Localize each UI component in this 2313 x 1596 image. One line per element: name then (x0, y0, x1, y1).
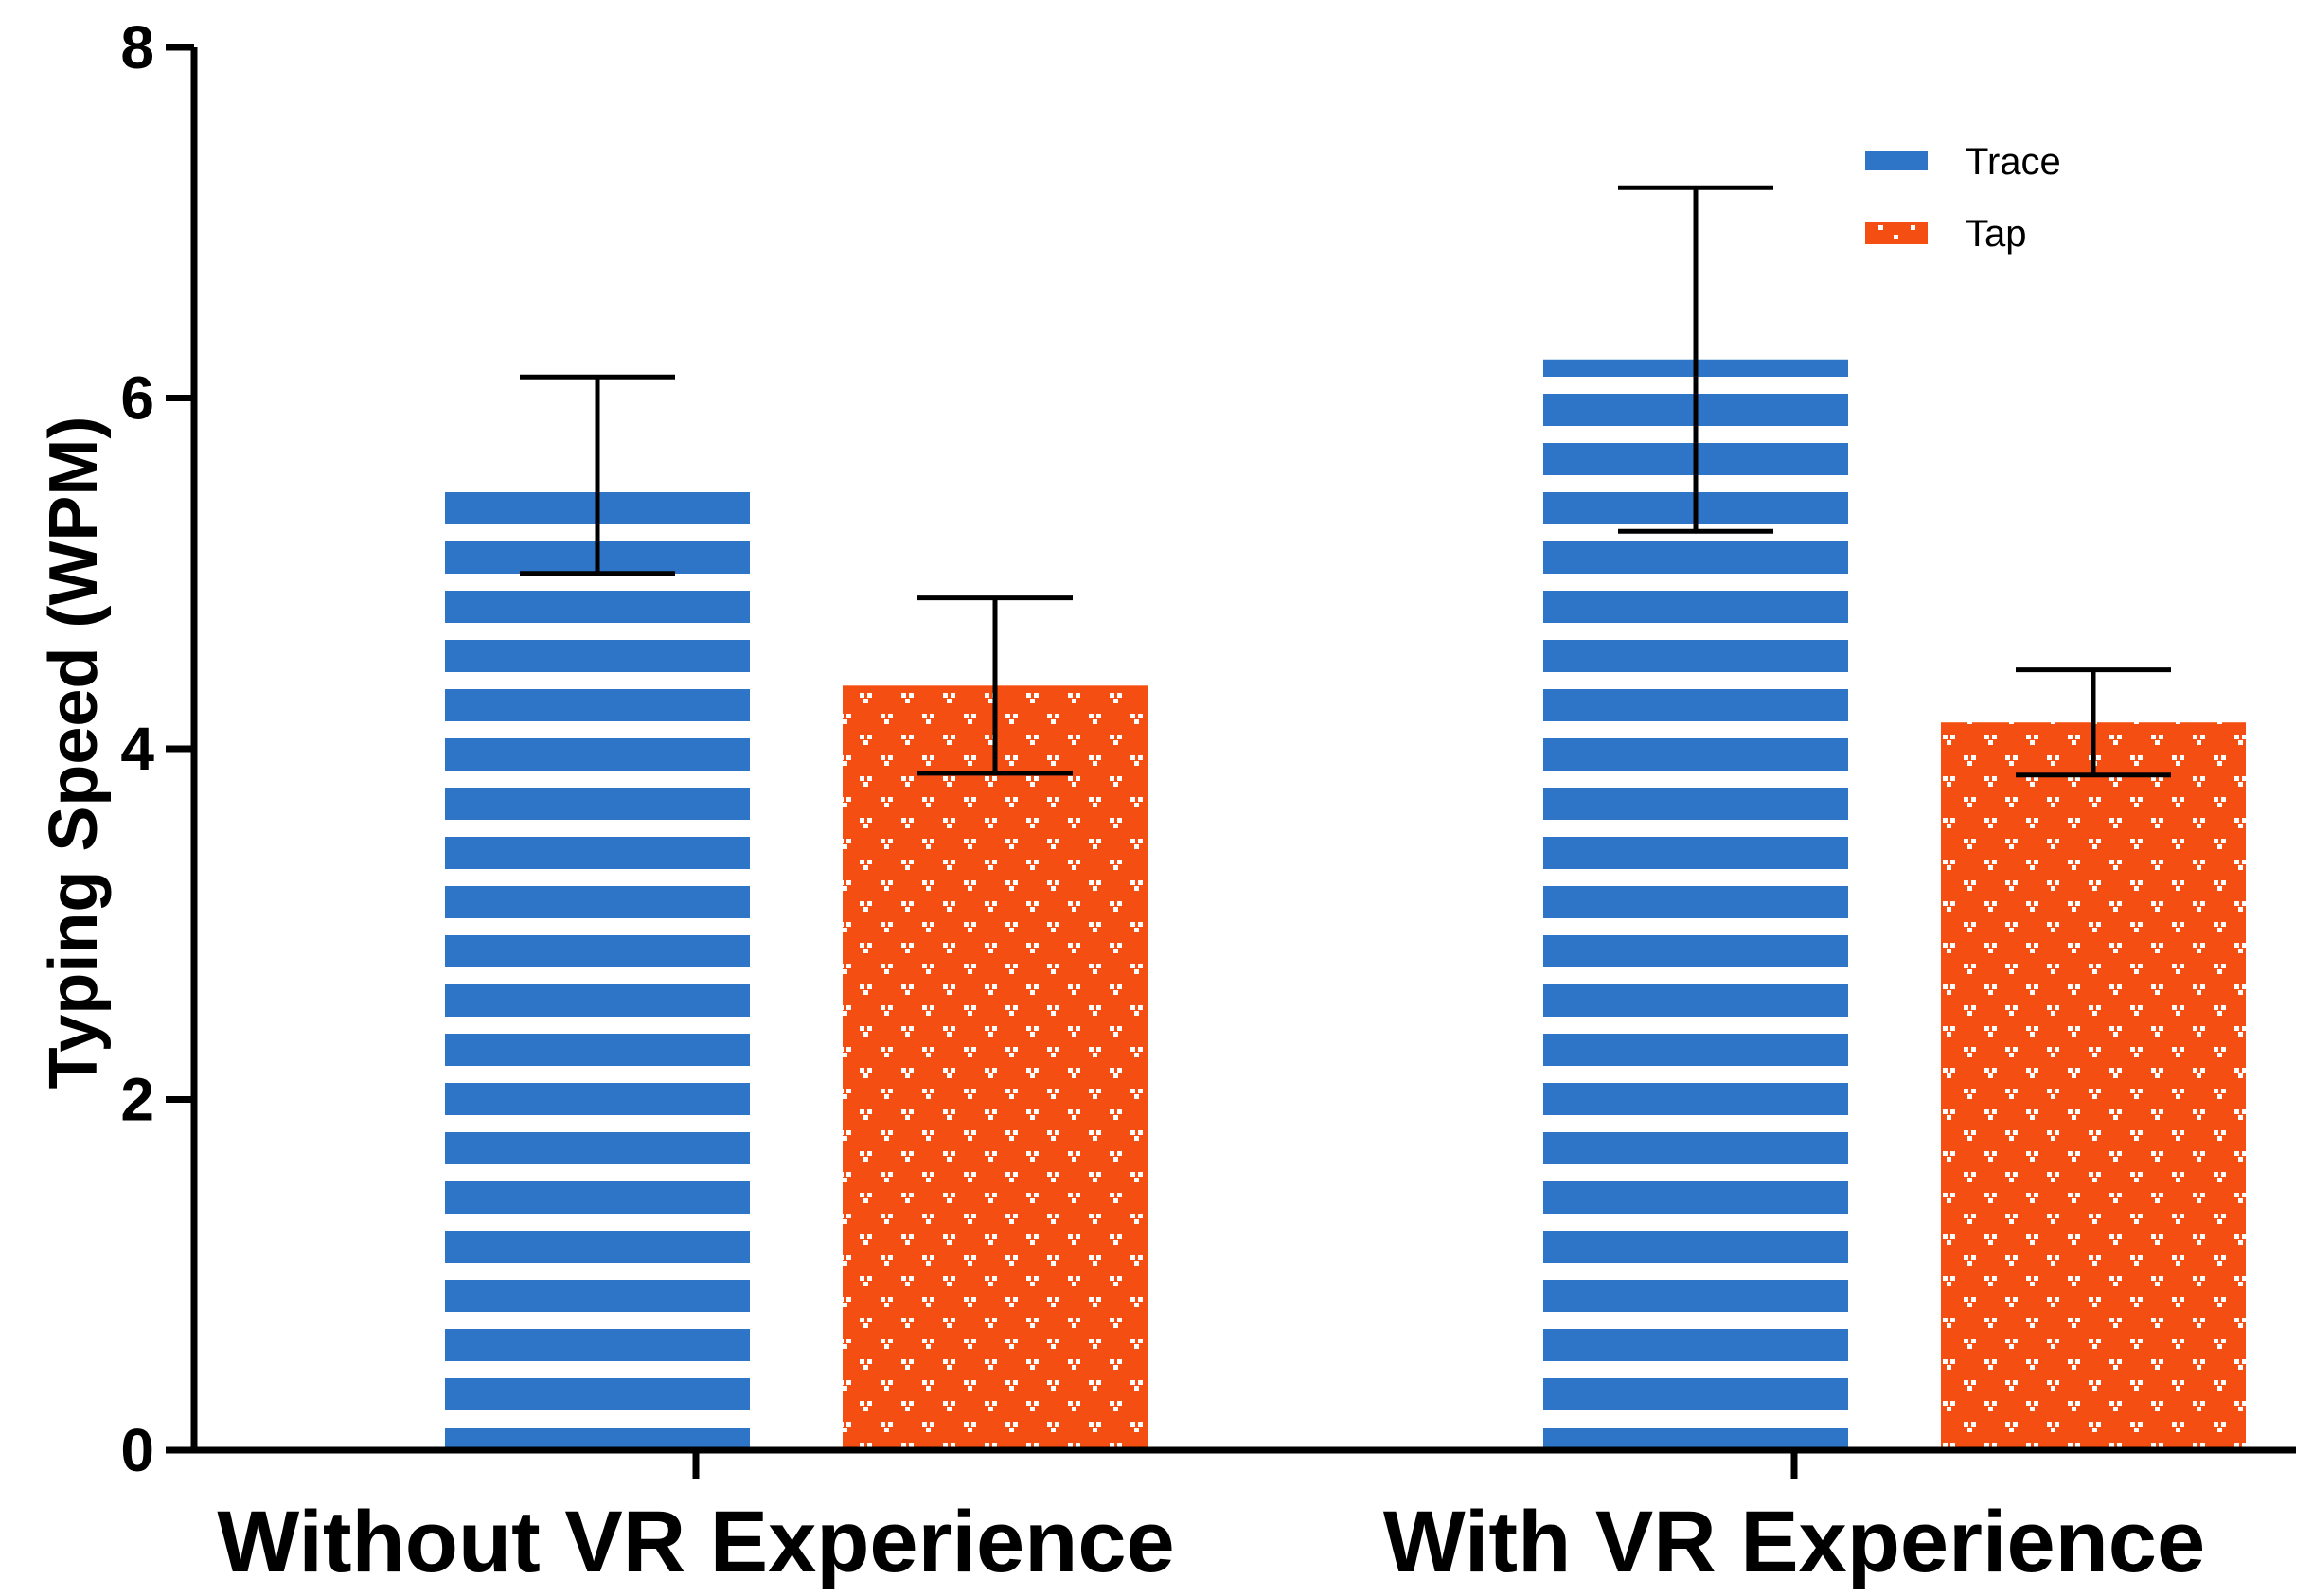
legend-swatch-tap (1865, 222, 1928, 244)
y-tick-label: 4 (120, 715, 154, 783)
legend: Trace Tap (1865, 141, 2061, 255)
y-axis-title: Typing Speed (WPM) (36, 417, 112, 1090)
error-bar-trace-with-vr (1618, 185, 1773, 534)
y-tick-label: 6 (120, 364, 154, 433)
x-category-label: Without VR Experience (217, 1494, 1174, 1590)
bar-trace-with-vr (1543, 359, 1848, 1450)
bar-trace-without-vr (445, 475, 750, 1450)
x-category-label: With VR Experience (1383, 1494, 2205, 1590)
legend-swatch-trace (1865, 151, 1928, 170)
bar-tap-with-vr (1941, 722, 2246, 1450)
bars-layer (445, 359, 2246, 1450)
y-tick-label: 8 (120, 13, 154, 81)
error-bars-layer (520, 185, 2171, 778)
legend-item-trace: Trace (1865, 141, 2061, 183)
legend-label-tap: Tap (1966, 213, 2027, 255)
error-bar-tap-without-vr (917, 595, 1073, 776)
y-tick-label: 0 (120, 1416, 154, 1484)
y-tick-label: 2 (120, 1066, 154, 1134)
axes-layer: 0 2 4 6 8 Without VR Experience With VR Experi… (120, 13, 2296, 1590)
error-bar-trace-without-vr (520, 374, 675, 576)
error-bar-tap-with-vr (2016, 667, 2171, 778)
bar-tap-without-vr (843, 685, 1148, 1450)
legend-label-trace: Trace (1966, 141, 2061, 183)
legend-item-tap: Tap (1865, 213, 2027, 255)
